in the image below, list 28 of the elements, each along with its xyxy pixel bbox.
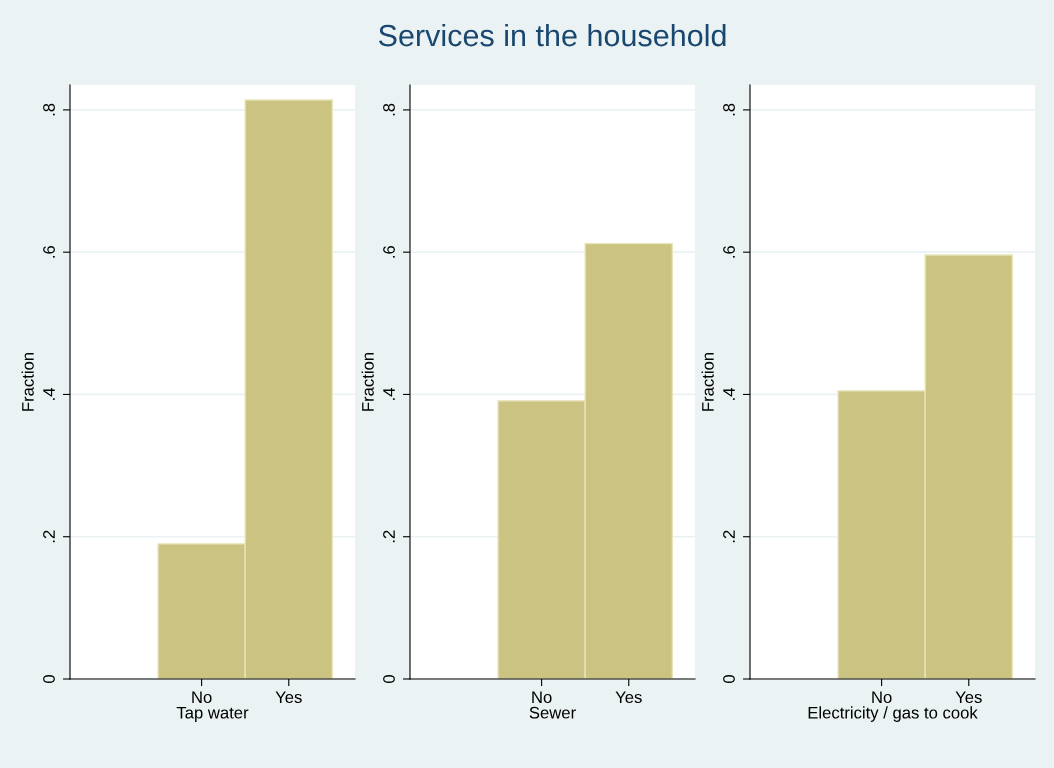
y-tick-label: 0 bbox=[383, 675, 395, 683]
y-tick-label: .6 bbox=[723, 245, 735, 258]
y-axis-title: Fraction bbox=[701, 352, 714, 411]
x-tick-label: Yes bbox=[275, 691, 302, 704]
x-tick-label: No bbox=[872, 691, 892, 704]
x-axis-title: Tap water bbox=[176, 706, 249, 722]
y-tick-label: .6 bbox=[383, 245, 395, 258]
y-tick-label: .4 bbox=[383, 387, 395, 400]
x-tick-label: Yes bbox=[955, 691, 982, 704]
y-tick-label: .8 bbox=[43, 103, 55, 116]
y-tick-label: .2 bbox=[43, 530, 55, 543]
y-tick-label: 0 bbox=[723, 675, 735, 683]
y-axis-title: Fraction bbox=[361, 352, 374, 411]
y-tick-label: 0 bbox=[43, 675, 55, 683]
y-tick-label: .8 bbox=[723, 103, 735, 116]
y-tick-label: .4 bbox=[43, 387, 55, 400]
y-axis-title: Fraction bbox=[21, 352, 34, 411]
x-axis-title: Sewer bbox=[529, 706, 576, 719]
y-tick-label: .2 bbox=[383, 530, 395, 543]
chart-title: Services in the household bbox=[378, 23, 726, 47]
x-tick-label: No bbox=[192, 691, 212, 704]
y-tick-label: .6 bbox=[43, 245, 55, 258]
x-tick-label: No bbox=[532, 691, 552, 704]
y-tick-label: .4 bbox=[723, 387, 735, 400]
y-tick-label: .2 bbox=[723, 530, 735, 543]
x-tick-label: Yes bbox=[615, 691, 642, 704]
x-axis-title: Electricity / gas to cook bbox=[808, 706, 978, 722]
y-tick-label: .8 bbox=[383, 103, 395, 116]
